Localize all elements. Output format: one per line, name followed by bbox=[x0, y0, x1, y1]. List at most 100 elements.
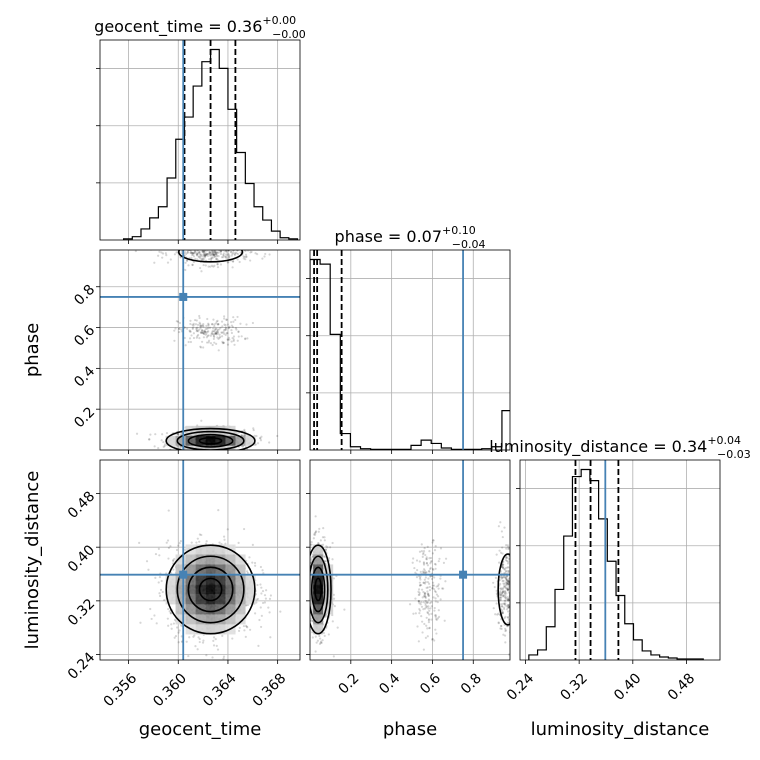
sample-point bbox=[434, 615, 437, 618]
sample-point bbox=[258, 436, 262, 440]
x-tick-label: 0.24 bbox=[504, 670, 537, 703]
sample-point bbox=[424, 571, 427, 574]
sample-point bbox=[503, 568, 506, 571]
sample-point bbox=[196, 648, 199, 651]
sample-point bbox=[178, 327, 181, 330]
sample-point bbox=[194, 645, 197, 648]
sample-point bbox=[184, 261, 187, 264]
sample-point bbox=[215, 331, 218, 334]
sample-point bbox=[249, 628, 252, 631]
sample-point bbox=[517, 582, 519, 584]
sample-point bbox=[311, 555, 314, 559]
sample-point bbox=[423, 622, 426, 626]
sample-point bbox=[422, 601, 425, 604]
sample-point bbox=[210, 254, 213, 257]
sample-point bbox=[214, 253, 217, 256]
sample-point bbox=[195, 248, 197, 250]
sample-point bbox=[513, 550, 515, 552]
sample-point bbox=[189, 340, 193, 344]
sample-point bbox=[232, 250, 235, 252]
sample-point bbox=[501, 535, 504, 539]
sample-point bbox=[220, 256, 224, 259]
sample-point bbox=[310, 557, 313, 560]
sample-point bbox=[199, 331, 203, 334]
sample-point bbox=[503, 599, 506, 602]
sample-point bbox=[514, 567, 516, 569]
sample-point bbox=[434, 597, 437, 600]
sample-point bbox=[505, 559, 508, 563]
sample-point bbox=[202, 322, 205, 326]
sample-point bbox=[414, 597, 417, 600]
sample-point bbox=[190, 334, 193, 337]
sample-point bbox=[264, 597, 268, 600]
density-cell bbox=[215, 435, 226, 446]
sample-point bbox=[426, 545, 429, 548]
sample-point bbox=[207, 322, 210, 325]
sample-point bbox=[185, 252, 188, 256]
density-cell bbox=[313, 594, 324, 605]
sample-point bbox=[201, 641, 205, 644]
sample-point bbox=[506, 587, 509, 590]
sample-point bbox=[513, 592, 515, 594]
axes-frame bbox=[99, 249, 301, 451]
sample-point bbox=[173, 618, 177, 622]
sample-point bbox=[422, 553, 425, 556]
sample-point bbox=[427, 582, 431, 585]
sample-point bbox=[429, 567, 432, 571]
sample-point bbox=[223, 317, 226, 320]
sample-point bbox=[512, 640, 514, 642]
sample-point bbox=[204, 331, 207, 334]
y-tick-label: 0.48 bbox=[65, 489, 98, 522]
sample-point bbox=[187, 247, 189, 249]
sample-point bbox=[429, 575, 432, 578]
sample-point bbox=[507, 588, 510, 591]
sample-point bbox=[135, 432, 139, 435]
sample-point bbox=[213, 253, 216, 256]
sample-point bbox=[219, 243, 221, 245]
density-cell bbox=[205, 574, 216, 585]
sample-point bbox=[502, 585, 506, 588]
sample-point bbox=[216, 330, 220, 334]
sample-point bbox=[422, 595, 426, 598]
sample-point bbox=[232, 245, 234, 247]
sample-point bbox=[413, 566, 416, 570]
sample-point bbox=[235, 431, 238, 435]
y-axis-label-phase: phase bbox=[22, 323, 43, 377]
sample-point bbox=[226, 323, 229, 326]
sample-point bbox=[513, 627, 515, 629]
sample-point bbox=[501, 563, 505, 566]
sample-point bbox=[513, 568, 515, 570]
sample-point bbox=[514, 591, 516, 593]
sample-point bbox=[224, 255, 227, 258]
sample-point bbox=[511, 541, 513, 543]
sample-point bbox=[500, 625, 503, 628]
sample-point bbox=[193, 252, 196, 255]
sample-point bbox=[197, 246, 199, 248]
sample-point bbox=[303, 562, 305, 564]
sample-point bbox=[231, 637, 234, 640]
sample-point bbox=[189, 251, 192, 254]
density-cell bbox=[215, 624, 226, 635]
sample-point bbox=[420, 588, 424, 591]
sample-point bbox=[158, 592, 161, 595]
sample-point bbox=[157, 581, 160, 584]
density-cell bbox=[245, 584, 256, 595]
sample-point bbox=[215, 254, 219, 257]
sample-point bbox=[420, 600, 423, 604]
sample-point bbox=[513, 583, 515, 585]
sample-point bbox=[199, 243, 201, 245]
sample-point bbox=[195, 336, 198, 339]
sample-point bbox=[214, 241, 216, 243]
density-cell bbox=[175, 584, 186, 595]
density-cell bbox=[310, 604, 314, 615]
sample-point bbox=[198, 337, 201, 340]
sample-point bbox=[512, 588, 514, 590]
sample-point bbox=[245, 255, 248, 258]
sample-point bbox=[215, 644, 218, 647]
sample-point bbox=[307, 581, 309, 583]
sample-point bbox=[227, 245, 229, 247]
sample-point bbox=[310, 617, 313, 620]
sample-point bbox=[207, 265, 210, 268]
density-cell bbox=[195, 425, 206, 436]
sample-point bbox=[499, 521, 502, 524]
